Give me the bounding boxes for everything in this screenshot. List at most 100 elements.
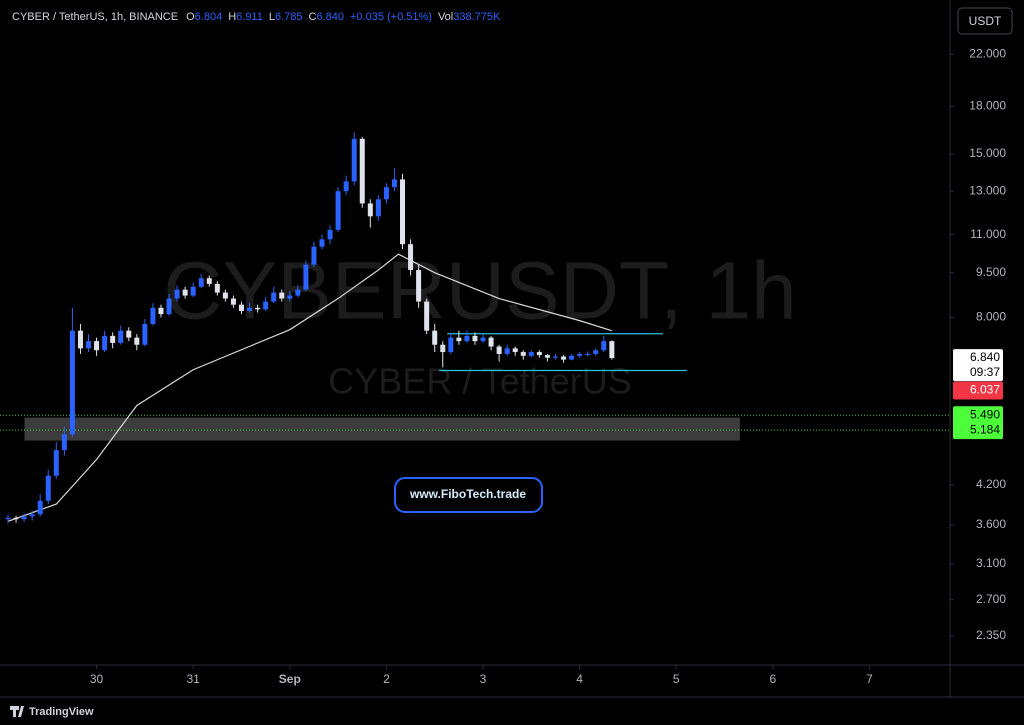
y-tick-label: 2.700 bbox=[976, 592, 1006, 606]
candle-body bbox=[29, 514, 35, 517]
candle-body bbox=[464, 335, 470, 342]
y-tick-label: 3.100 bbox=[976, 556, 1006, 570]
volume-label: Vol bbox=[437, 11, 454, 23]
price-label: 6.037 bbox=[970, 383, 1000, 397]
brand-logo bbox=[10, 706, 24, 717]
candle-body bbox=[416, 269, 422, 302]
x-tick-label: 30 bbox=[90, 672, 104, 686]
candle-body bbox=[480, 337, 486, 342]
candle-body bbox=[255, 307, 261, 310]
x-tick-label: 3 bbox=[480, 672, 487, 686]
x-tick-label: 7 bbox=[866, 672, 873, 686]
candle-body bbox=[359, 138, 365, 204]
candle-body bbox=[247, 307, 253, 311]
y-tick-label: 4.200 bbox=[976, 477, 1006, 491]
candle-body bbox=[303, 264, 309, 290]
candle-body bbox=[448, 337, 454, 353]
price-label-box bbox=[953, 406, 1003, 425]
price-label-box bbox=[953, 381, 1003, 400]
field-value: 6.840 bbox=[316, 11, 344, 23]
candle-body bbox=[319, 239, 325, 247]
x-tick-label: Sep bbox=[279, 672, 301, 686]
price-label-box bbox=[953, 349, 1003, 382]
symbol: CYBER / TetherUS, 1h, BINANCE bbox=[12, 11, 179, 23]
currency-button[interactable] bbox=[957, 7, 1013, 35]
candle-body bbox=[544, 355, 550, 358]
candle-body bbox=[601, 341, 607, 351]
field-value: 6.911 bbox=[236, 11, 263, 23]
candle-body bbox=[391, 179, 397, 188]
candle-body bbox=[536, 352, 542, 356]
y-tick-label: 3.600 bbox=[976, 517, 1006, 531]
candle-body bbox=[472, 335, 478, 342]
candle-body bbox=[432, 330, 438, 345]
x-tick-label: 31 bbox=[186, 672, 200, 686]
candle-body bbox=[496, 346, 502, 354]
x-tick-label: 4 bbox=[576, 672, 583, 686]
candle-body bbox=[577, 353, 583, 356]
candle-body bbox=[86, 341, 92, 349]
candle-body bbox=[295, 289, 301, 296]
price-label-box bbox=[953, 421, 1003, 440]
candle-body bbox=[222, 292, 228, 299]
currency-label[interactable]: USDT bbox=[969, 14, 1002, 28]
y-tick-label: 18.000 bbox=[969, 99, 1006, 113]
candle-body bbox=[102, 335, 108, 351]
candle-body bbox=[552, 356, 558, 358]
candle-body bbox=[142, 323, 148, 345]
candle-body bbox=[13, 517, 19, 520]
candle-body bbox=[593, 350, 599, 354]
field-value: 6.804 bbox=[194, 11, 223, 23]
candle-body bbox=[528, 352, 534, 356]
field-label: C bbox=[308, 11, 317, 23]
price-label: 5.490 bbox=[970, 407, 1000, 421]
candle-body bbox=[45, 475, 51, 501]
brand-name: TradingView bbox=[29, 706, 94, 718]
candle-body bbox=[408, 244, 414, 270]
candle-body bbox=[311, 246, 317, 265]
candle-body bbox=[569, 355, 575, 360]
candle-body bbox=[456, 337, 462, 342]
candle-body bbox=[400, 179, 406, 245]
field-label: O bbox=[186, 11, 195, 23]
candle-body bbox=[53, 450, 59, 476]
candle-body bbox=[335, 191, 341, 230]
x-tick-label: 2 bbox=[383, 672, 390, 686]
candle-body bbox=[94, 341, 100, 351]
candle-body bbox=[21, 516, 27, 520]
candle-body bbox=[198, 278, 204, 287]
x-tick-label: 6 bbox=[770, 672, 777, 686]
y-tick-label: 11.000 bbox=[970, 227, 1006, 241]
candle-body bbox=[238, 304, 244, 311]
promo-box[interactable] bbox=[394, 477, 543, 513]
candle-body bbox=[230, 298, 236, 305]
field-value: 6.785 bbox=[274, 11, 303, 23]
volume: 338.775K bbox=[453, 11, 501, 23]
legend-header: CYBER / TetherUS, 1h, BINANCE O6.804 H6.91… bbox=[12, 11, 506, 23]
candle-body bbox=[69, 330, 75, 435]
candle-body bbox=[271, 292, 277, 302]
candle-body bbox=[375, 199, 381, 217]
candle-body bbox=[561, 356, 567, 360]
price-label: 5.184 bbox=[970, 422, 1000, 436]
x-tick-label: 5 bbox=[673, 672, 680, 686]
candle-body bbox=[158, 307, 164, 315]
promo-text[interactable]: www.FiboTech.trade bbox=[409, 487, 526, 501]
candle-body bbox=[520, 352, 526, 356]
candle-body bbox=[488, 337, 494, 347]
candle-body bbox=[190, 286, 196, 296]
candle-body bbox=[512, 348, 518, 353]
candle-body bbox=[585, 353, 591, 355]
candle-body bbox=[166, 298, 172, 315]
candle-body bbox=[37, 500, 43, 515]
candle-body bbox=[367, 203, 373, 217]
y-tick-label: 15.000 bbox=[969, 146, 1006, 160]
candle-body bbox=[609, 341, 615, 359]
candle-body bbox=[279, 292, 285, 299]
price-label: 6.840 bbox=[970, 350, 1000, 364]
candle-body bbox=[263, 301, 269, 310]
candle-body bbox=[174, 289, 180, 299]
